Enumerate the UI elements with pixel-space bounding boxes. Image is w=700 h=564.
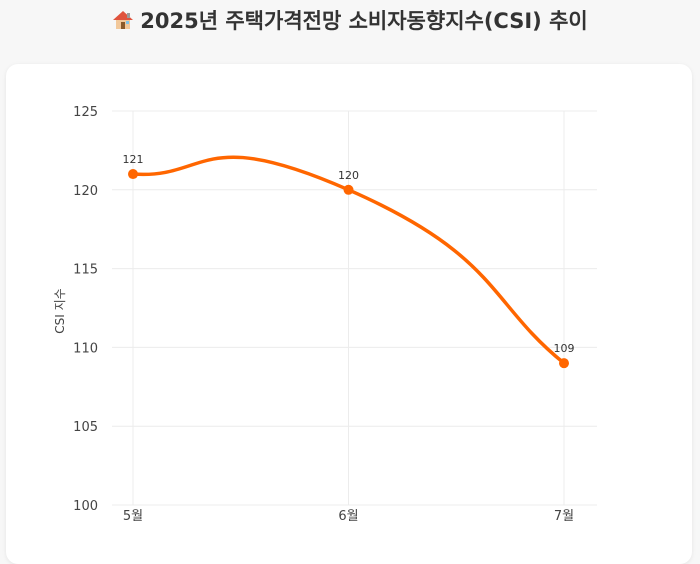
house-icon xyxy=(112,8,134,29)
x-tick-label: 5월 xyxy=(123,509,143,524)
y-tick-label: 120 xyxy=(73,184,98,199)
data-label: 109 xyxy=(554,342,575,355)
data-points xyxy=(128,169,569,369)
y-tick-label: 110 xyxy=(73,341,98,356)
x-axis-ticks: 5월 6월 7월 xyxy=(123,509,574,524)
chart-title: 2025년 주택가격전망 소비자동향지수(CSI) 추이 xyxy=(140,9,588,33)
data-label: 121 xyxy=(123,153,144,166)
y-tick-label: 125 xyxy=(73,105,98,120)
data-labels: 121 120 109 xyxy=(123,153,575,355)
data-label: 120 xyxy=(338,169,359,182)
page-title: 2025년 주택가격전망 소비자동향지수(CSI) 추이 xyxy=(0,6,700,36)
y-tick-label: 105 xyxy=(73,420,98,435)
x-tick-label: 6월 xyxy=(338,509,358,524)
gridlines xyxy=(112,110,597,506)
y-tick-label: 115 xyxy=(73,263,98,278)
data-point-6월 xyxy=(343,184,354,195)
data-point-7월 xyxy=(559,358,569,369)
data-point-5월 xyxy=(128,169,138,180)
x-tick-label: 7월 xyxy=(554,509,574,524)
y-axis-ticks: 100 105 110 115 120 125 xyxy=(73,105,98,514)
y-axis-label: CSI 지수 xyxy=(53,288,67,333)
y-tick-label: 100 xyxy=(73,499,98,514)
